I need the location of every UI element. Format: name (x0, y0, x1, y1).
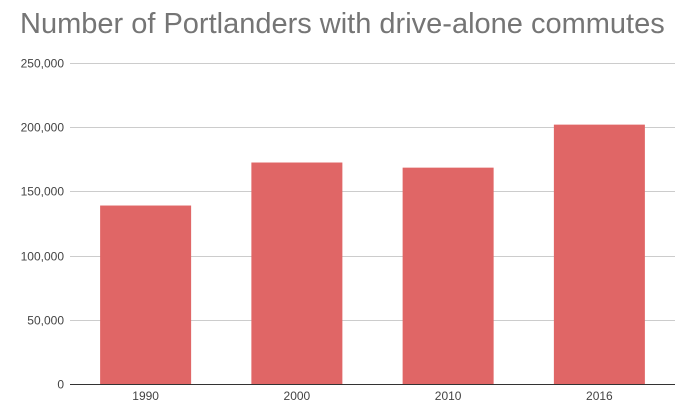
chart-title: Number of Portlanders with drive-alone c… (20, 8, 665, 40)
bar-2010 (402, 167, 494, 384)
y-tick-label: 100,000 (21, 250, 65, 264)
bar-2016 (553, 124, 645, 384)
y-tick-label: 250,000 (21, 57, 65, 71)
y-tick-label: 200,000 (21, 121, 65, 135)
y-tick-label: 50,000 (27, 314, 64, 328)
bar-2000 (251, 162, 343, 384)
x-tick-label: 2010 (435, 389, 462, 403)
bars (100, 124, 645, 384)
x-tick-label: 1990 (132, 389, 159, 403)
x-tick-label: 2000 (284, 389, 311, 403)
x-tick-label: 2016 (586, 389, 613, 403)
y-tick-label: 0 (57, 378, 64, 392)
bar-1990 (100, 205, 192, 384)
y-tick-label: 150,000 (21, 185, 65, 199)
tick-labels: 0 50,000 100,000 150,000 200,000 250,000 1990 2… (21, 57, 613, 404)
